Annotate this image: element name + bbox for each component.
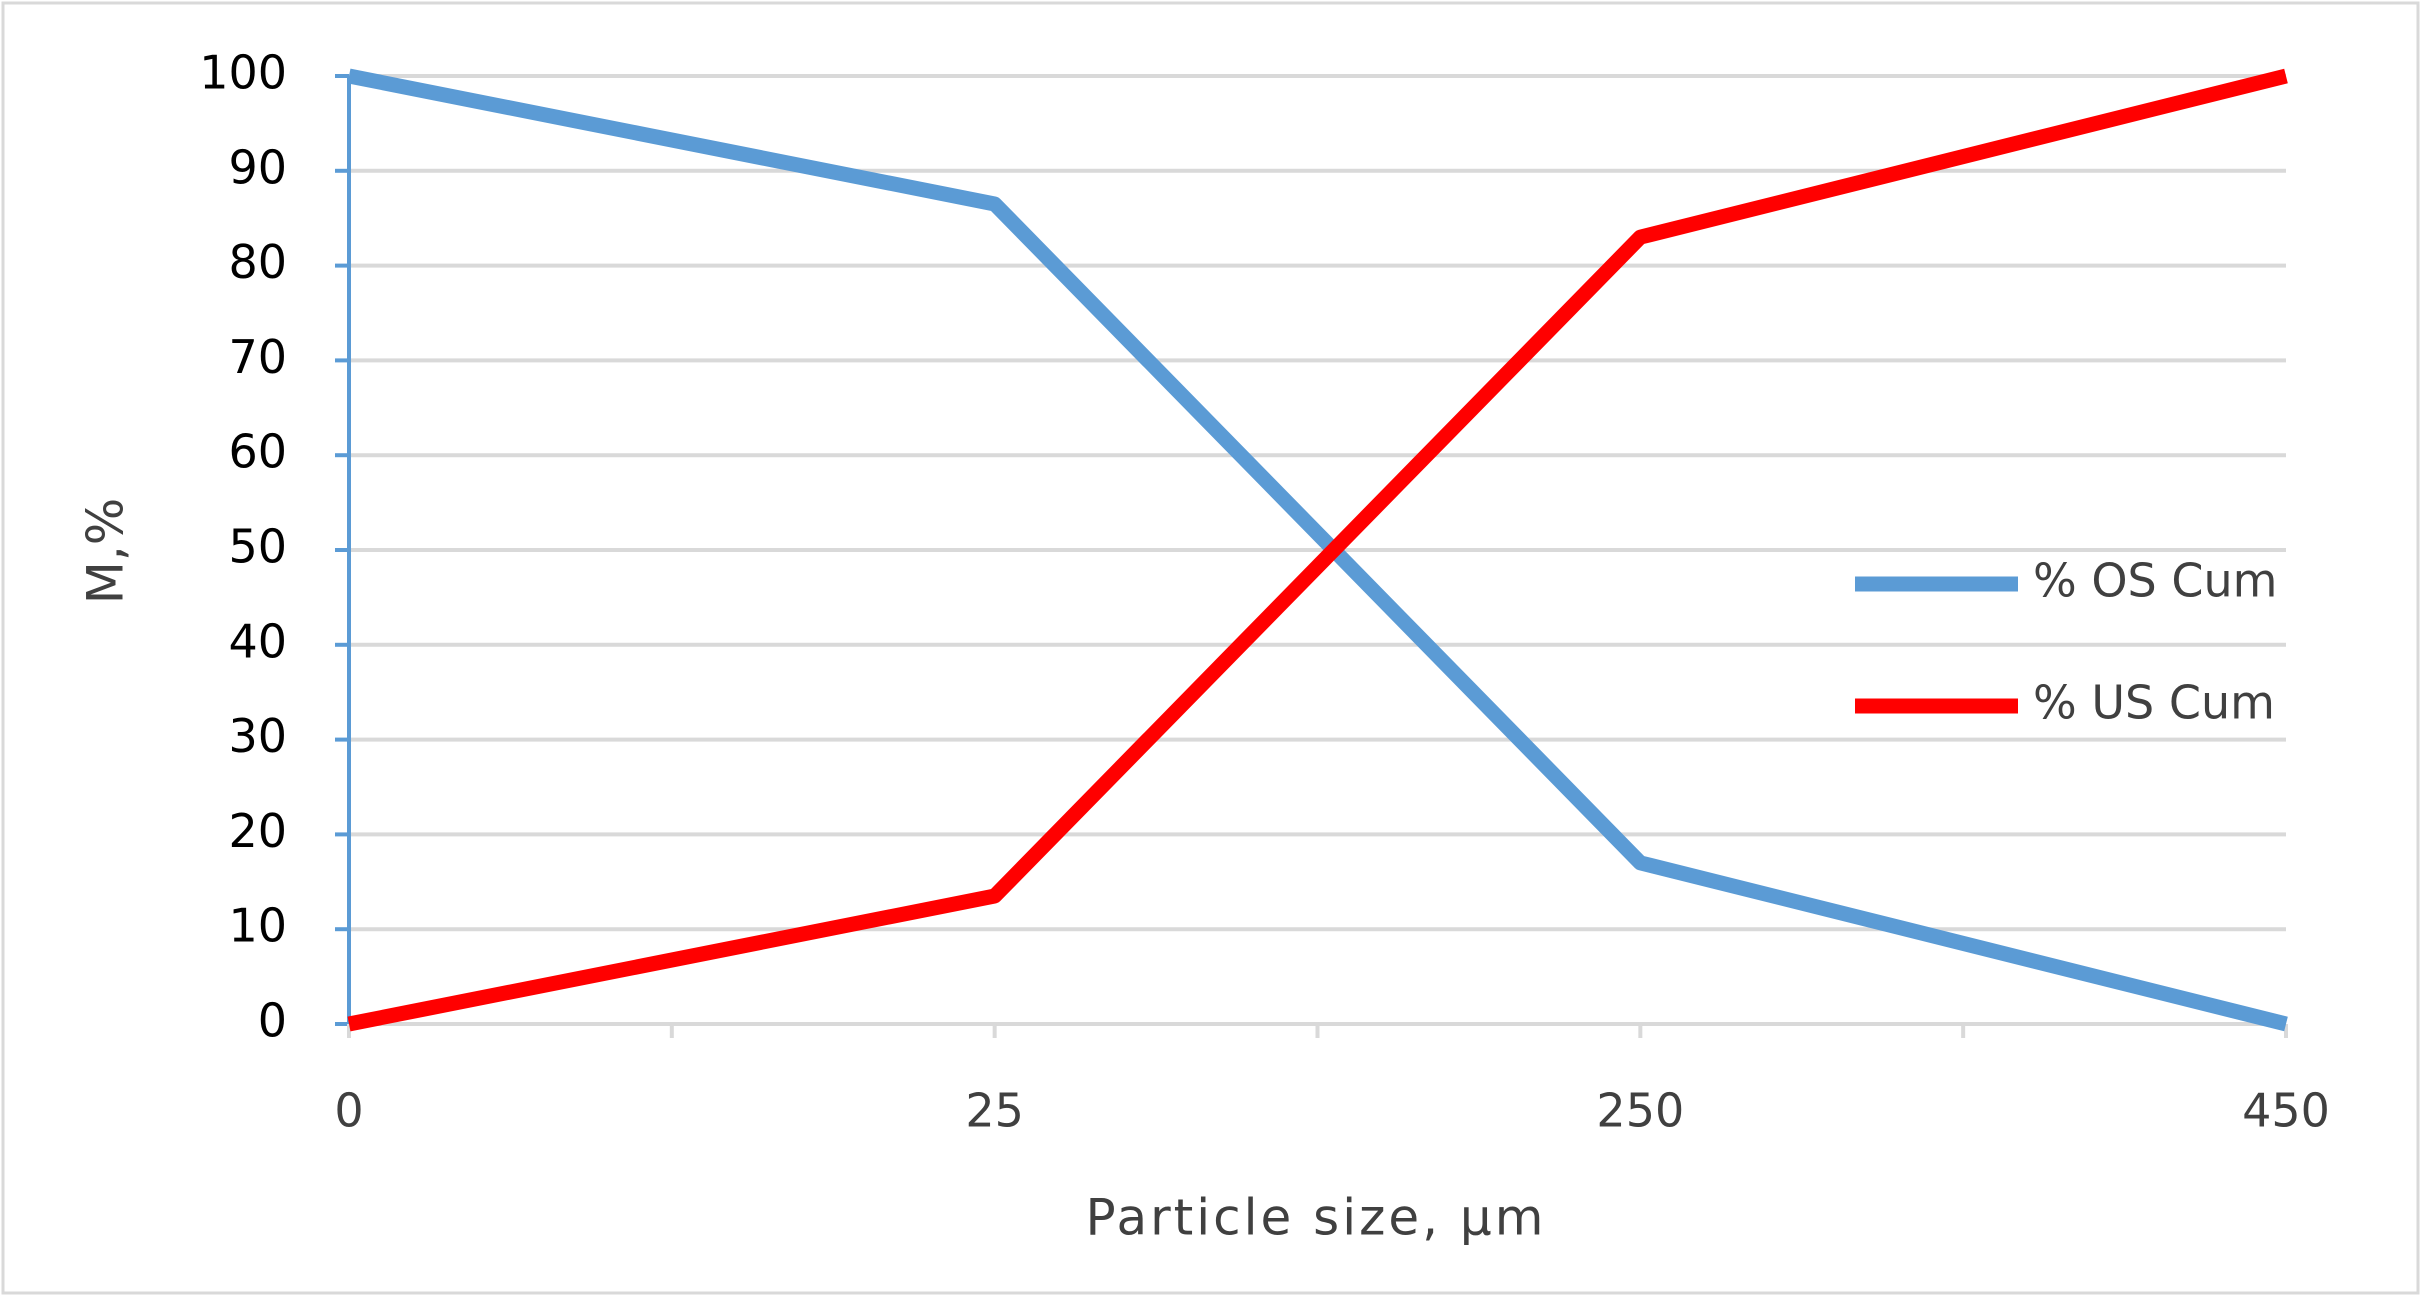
y-tick-label: 10 — [228, 899, 287, 953]
legend-label: % OS Cum — [2033, 554, 2277, 608]
y-tick-label: 40 — [228, 614, 287, 668]
x-tick-label: 25 — [965, 1084, 1024, 1138]
data-line — [347, 68, 2288, 1032]
y-tick-label: 30 — [228, 709, 287, 763]
y-axis-title: M,% — [77, 498, 135, 605]
y-tick-label: 100 — [199, 46, 287, 100]
y-tick-label: 60 — [228, 425, 287, 479]
y-tick-label: 20 — [228, 804, 287, 858]
y-tick-label: 50 — [228, 520, 287, 574]
x-tick-label: 0 — [334, 1084, 363, 1138]
data-line — [347, 68, 2288, 1032]
y-tick-label: 70 — [228, 330, 287, 384]
x-tick-label: 450 — [2242, 1084, 2330, 1138]
x-tick-label: 250 — [1596, 1084, 1684, 1138]
y-tick-label: 90 — [228, 140, 287, 194]
legend-label: % US Cum — [2033, 676, 2275, 730]
y-tick-label: 80 — [228, 235, 287, 289]
x-axis-title: Particle size, µm — [1086, 1189, 1547, 1247]
y-tick-label: 0 — [258, 994, 287, 1048]
